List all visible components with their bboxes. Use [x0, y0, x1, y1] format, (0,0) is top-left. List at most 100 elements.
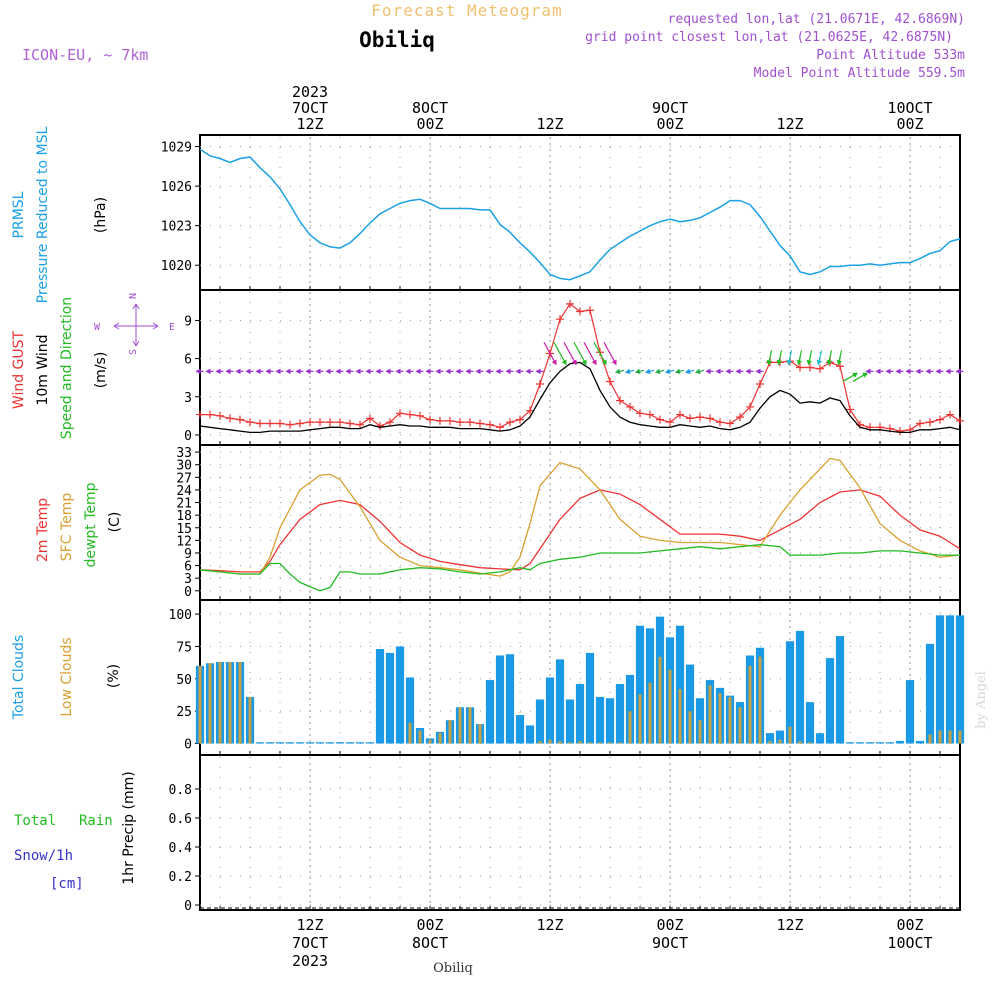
wind-gust-point: [206, 410, 214, 419]
total-clouds-bar: [365, 742, 375, 744]
wind-gust-point: [806, 363, 814, 372]
model-label: ICON-EU, ~ 7km: [22, 46, 148, 64]
ytick-label: 27: [176, 471, 192, 486]
wind-direction-arrow-head: [581, 359, 587, 366]
low-clouds-bar: [558, 740, 562, 744]
wind-gust-point: [726, 419, 734, 428]
bottom-time-label: 7OCT: [292, 934, 328, 952]
total-clouds-bar: [545, 677, 555, 744]
compass-e: E: [169, 322, 175, 333]
wind-direction-arrow-head: [485, 368, 491, 375]
ytick-label: 0.8: [169, 783, 192, 798]
wind-direction-arrow-head: [305, 368, 311, 375]
low-clouds-bar: [538, 740, 542, 744]
low-clouds-bar: [448, 720, 452, 744]
temp-unit: (C): [107, 512, 123, 533]
wind-gust-point: [576, 307, 584, 316]
ytick-label: 21: [176, 497, 192, 512]
precip-unit: 1hr Precip (mm): [121, 771, 137, 884]
total-clouds-bar: [355, 742, 365, 744]
wind-direction-arrow-head: [705, 368, 711, 375]
wind-gust-point: [816, 364, 824, 373]
wind-direction-arrow-head: [826, 359, 833, 366]
pressure-label-1: PRMSL: [11, 191, 27, 238]
wind-direction-arrow-head: [435, 368, 441, 375]
total-clouds-bar: [595, 696, 605, 744]
wind-gust-point: [326, 418, 334, 427]
wind-direction-arrow-head: [245, 368, 251, 375]
wind-gust-point: [336, 418, 344, 427]
low-clouds-bar: [728, 696, 732, 744]
total-clouds-bar: [625, 674, 635, 744]
wind-direction-arrow: [603, 342, 617, 365]
grid-point-coords: grid point closest lon,lat (21.0625E, 42…: [585, 30, 953, 45]
total-clouds-bar: [295, 742, 305, 744]
wind-gust-point: [836, 362, 844, 371]
snow-label: Snow/1h: [14, 848, 73, 864]
total-clouds-bar: [805, 702, 815, 744]
wind-gust-point: [456, 418, 464, 427]
wind-direction-arrow-head: [345, 368, 351, 375]
total-clouds-bar: [305, 742, 315, 744]
wind-direction-arrow-head: [735, 368, 741, 375]
low-clouds-bar: [478, 724, 482, 744]
low-clouds-bar: [418, 730, 422, 744]
bottom-time-label: 9OCT: [652, 934, 688, 952]
wind-direction-arrow: [563, 342, 577, 365]
low-clouds-bar: [628, 711, 632, 744]
total-clouds-bar: [275, 742, 285, 744]
wind-direction-arrow: [553, 342, 567, 365]
low-clouds-bar: [648, 682, 652, 744]
wind-direction-arrow-head: [561, 359, 567, 366]
low-clouds-bar: [618, 742, 622, 744]
location-title: Obiliq: [359, 28, 435, 52]
low-clouds-bar: [688, 711, 692, 744]
low-clouds-bar: [548, 739, 552, 744]
top-time-label: 00Z: [656, 115, 683, 133]
temp-2m-line: [199, 489, 961, 573]
low-clouds-bar: [678, 689, 682, 744]
wind-direction-arrow-head: [405, 368, 411, 375]
low-clouds-bar: [778, 739, 782, 744]
wind-gust-point: [386, 418, 394, 427]
ytick-label: 6: [184, 560, 192, 575]
wind-gust-point: [526, 406, 534, 415]
wind-direction-arrow-head: [465, 368, 471, 375]
wind-direction-arrow-head: [425, 368, 431, 375]
wind-gust-point: [556, 315, 564, 324]
wind-direction-arrow-head: [895, 368, 901, 375]
wind-direction-arrow-head: [285, 368, 291, 375]
wind-direction-arrow-head: [674, 368, 681, 375]
wind-gust-point: [916, 419, 924, 428]
wind-gust-point: [486, 420, 494, 429]
wind-gust-point: [286, 420, 294, 429]
wind-gust-point: [246, 418, 254, 427]
low-clouds-bar: [938, 730, 942, 744]
total-clouds-bar: [785, 641, 795, 744]
low-clouds-bar: [758, 656, 762, 744]
low-clouds-bar: [238, 661, 242, 744]
wind-gust-point: [846, 405, 854, 414]
requested-coords: requested lon,lat (21.0671E, 42.6869N): [668, 12, 965, 27]
wind-direction-arrow-head: [551, 359, 557, 366]
wind-direction-arrow-head: [634, 368, 641, 375]
ytick-label: 75: [176, 640, 192, 655]
top-time-label: 12Z: [536, 115, 563, 133]
wind-direction-arrow-head: [215, 368, 221, 375]
wind-gust-point: [396, 409, 404, 418]
total-rain-label: Total: [14, 813, 56, 829]
total-clouds-bar: [915, 740, 925, 744]
ytick-label: 30: [176, 459, 192, 474]
wind-gust-point: [586, 306, 594, 315]
pressure-unit: (hPa): [93, 197, 109, 233]
total-clouds-bar: [405, 677, 415, 744]
ytick-label: 100: [169, 608, 192, 623]
wind-gust-point: [496, 423, 504, 432]
total-clouds-bar: [775, 730, 785, 744]
watermark: by Angel: [974, 671, 989, 729]
wind-direction-arrow-head: [395, 368, 401, 375]
wind-direction-arrow-head: [385, 368, 391, 375]
wind-gust-point: [716, 418, 724, 427]
wind-gust-point: [446, 416, 454, 425]
low-clouds-bar: [638, 694, 642, 744]
